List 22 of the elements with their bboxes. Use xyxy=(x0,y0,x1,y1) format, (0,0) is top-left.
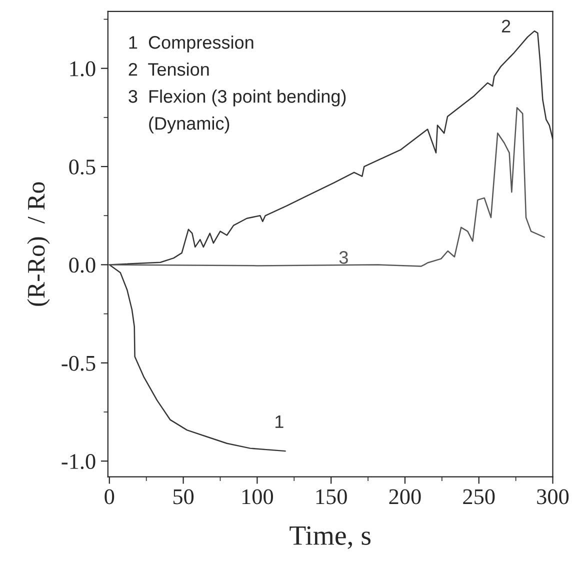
y-tick-label: 0.0 xyxy=(69,258,96,273)
line-series xyxy=(108,107,545,267)
y-tick-label: 1.0 xyxy=(70,61,96,76)
x-axis-title: Time, s xyxy=(290,526,371,549)
y-tick-label: -0.5 xyxy=(62,356,96,371)
x-tick-label: 200 xyxy=(389,489,421,504)
x-tick-label: 250 xyxy=(463,489,495,504)
y-tick-label: -1.0 xyxy=(62,454,96,470)
x-tick-label: 50 xyxy=(173,489,194,504)
series-label: 2 xyxy=(502,20,510,32)
annotation: (Dynamic) xyxy=(149,116,230,134)
x-tick-label: 100 xyxy=(242,489,273,504)
y-axis-title: (R-Ro) / Ro xyxy=(27,182,50,306)
series-label: 3 xyxy=(339,251,348,264)
series-label: 1 xyxy=(276,416,284,428)
x-tick-label: 300 xyxy=(537,489,569,504)
annotation: 1 Compression xyxy=(129,36,254,52)
annotation: 2 Tension xyxy=(128,62,209,76)
x-tick-label: 150 xyxy=(316,489,347,504)
x-tick-label: 0 xyxy=(104,489,114,504)
annotation: 3 Flexion (3 point bending) xyxy=(128,90,346,106)
y-tick-label: 0.5 xyxy=(69,159,96,175)
